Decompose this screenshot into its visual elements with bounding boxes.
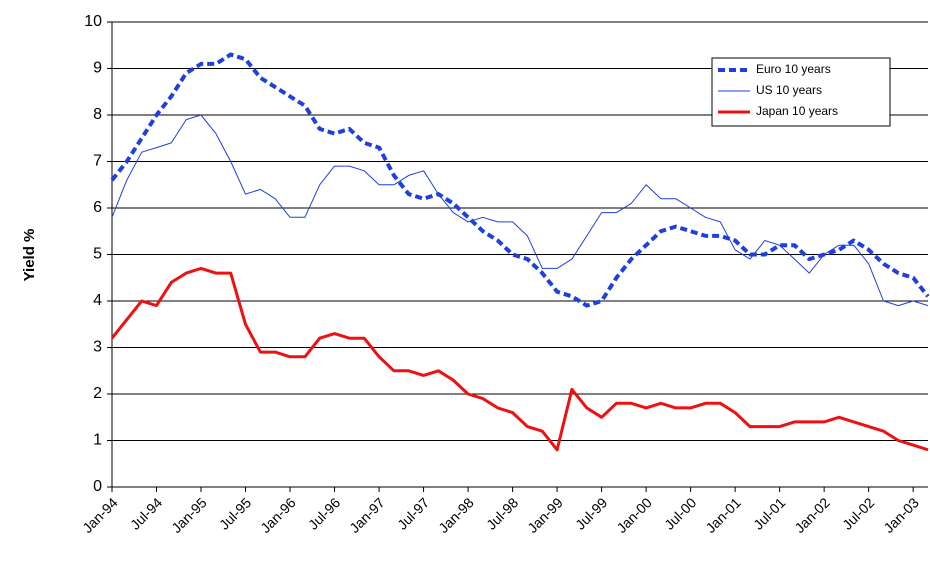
y-tick-label: 0 bbox=[93, 478, 102, 495]
series-line bbox=[110, 266, 929, 452]
x-tick-label: Jul-97 bbox=[394, 494, 432, 532]
legend-label: US 10 years bbox=[756, 83, 822, 97]
x-tick-label: Jan-99 bbox=[524, 494, 566, 536]
y-axis-label: Yield % bbox=[21, 229, 38, 282]
x-tick-label: Jul-98 bbox=[483, 494, 521, 532]
legend-label: Japan 10 years bbox=[756, 104, 838, 118]
x-tick-label: Jan-98 bbox=[435, 494, 477, 536]
x-tick-label: Jul-95 bbox=[216, 494, 254, 532]
y-tick-label: 7 bbox=[93, 153, 102, 170]
y-tick-label: 6 bbox=[93, 199, 102, 216]
y-tick-label: 9 bbox=[93, 60, 102, 77]
x-tick-label: Jul-94 bbox=[127, 494, 165, 532]
y-tick-label: 8 bbox=[93, 106, 102, 123]
x-tick-label: Jan-01 bbox=[702, 494, 744, 536]
series-line bbox=[110, 52, 930, 308]
y-tick-label: 5 bbox=[93, 246, 102, 263]
x-tick-label: Jan-00 bbox=[613, 494, 655, 536]
y-tick-label: 3 bbox=[93, 339, 102, 356]
x-tick-label: Jan-97 bbox=[346, 494, 388, 536]
x-tick-label: Jul-00 bbox=[661, 494, 699, 532]
legend: Euro 10 years US 10 years Japan 10 years bbox=[711, 57, 891, 127]
x-tick-label: Jan-94 bbox=[79, 494, 121, 536]
y-tick-label: 4 bbox=[93, 292, 102, 309]
x-tick-label: Jan-02 bbox=[791, 494, 833, 536]
y-tick-label: 10 bbox=[84, 13, 102, 30]
x-tick-label: Jul-96 bbox=[305, 494, 343, 532]
y-tick-label: 2 bbox=[93, 385, 102, 402]
x-tick-label: Jul-02 bbox=[839, 494, 877, 532]
x-tick-label: Jul-01 bbox=[750, 494, 788, 532]
x-tick-label: Jan-96 bbox=[257, 494, 299, 536]
x-tick-label: Jan-03 bbox=[880, 494, 922, 536]
series-line bbox=[111, 114, 929, 307]
x-tick-label: Jul-99 bbox=[572, 494, 610, 532]
legend-label: Euro 10 years bbox=[756, 62, 831, 76]
y-tick-label: 1 bbox=[93, 432, 102, 449]
x-tick-label: Jan-95 bbox=[168, 494, 210, 536]
